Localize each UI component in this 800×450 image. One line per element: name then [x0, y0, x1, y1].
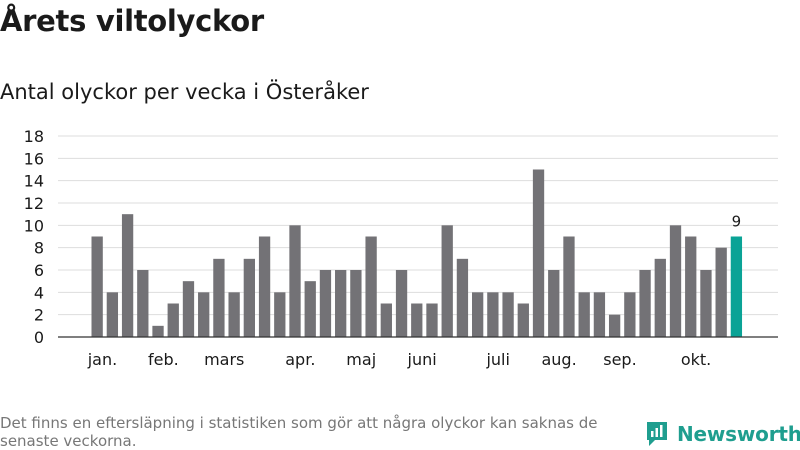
bar: [350, 270, 362, 337]
x-tick-label: aug.: [541, 350, 576, 369]
bar: [198, 292, 210, 337]
bar: [182, 281, 195, 337]
bar: [730, 236, 743, 337]
y-tick-label: 14: [24, 172, 44, 191]
bar: [380, 303, 392, 337]
brand-name: Newsworthy: [677, 422, 800, 446]
x-tick-label: feb.: [148, 350, 179, 369]
bar: [152, 325, 164, 337]
bar: [441, 225, 453, 337]
y-tick-label: 12: [24, 194, 44, 213]
y-tick-label: 0: [34, 328, 44, 347]
bar: [669, 225, 682, 337]
bar: [517, 303, 529, 337]
bar-chart: 0 2 4 6 8 10 12 14 16 18 jan. feb. mars apr. maj juni ju…: [24, 127, 778, 369]
y-tick-label: 8: [34, 239, 44, 258]
bar: [335, 270, 347, 337]
y-tick-label: 4: [34, 283, 44, 302]
bar: [593, 292, 606, 337]
bar: [274, 292, 286, 337]
bar: [289, 225, 301, 337]
y-tick-label: 18: [24, 127, 44, 146]
bar: [213, 258, 225, 337]
x-tick-label: sep.: [603, 350, 636, 369]
chart-subtitle: Antal olyckor per vecka i Österåker: [0, 80, 369, 104]
bar: [91, 236, 103, 337]
bar: [624, 292, 636, 337]
bar: [365, 236, 377, 337]
bar: [715, 247, 727, 337]
bar: [639, 270, 651, 337]
bar: [228, 292, 240, 337]
bar: [456, 258, 469, 337]
brand-logo: Newsworthy: [645, 420, 800, 448]
bar: [106, 292, 119, 337]
bar: [472, 292, 484, 337]
bar: [319, 270, 332, 337]
bar: [426, 303, 438, 337]
x-tick-label: apr.: [285, 350, 315, 369]
bar: [532, 169, 545, 337]
footnote: Det finns en eftersläpning i statistiken…: [0, 414, 598, 450]
x-tick-label: juni: [407, 350, 437, 369]
bar: [502, 292, 514, 337]
x-tick-label: juli: [485, 350, 509, 369]
bar: [243, 258, 255, 337]
x-tick-label: mars: [204, 350, 244, 369]
bar: [700, 270, 712, 337]
y-tick-label: 6: [34, 261, 44, 280]
bar: [411, 303, 423, 337]
bar: [258, 236, 271, 337]
bar: [563, 236, 575, 337]
page-title: Årets viltolyckor: [0, 4, 264, 38]
bar: [121, 214, 134, 337]
y-tick-label: 16: [24, 149, 44, 168]
bar: [548, 270, 560, 337]
x-tick-label: jan.: [87, 350, 117, 369]
bar: [395, 270, 408, 337]
x-tick-label: okt.: [681, 350, 711, 369]
bar: [137, 270, 149, 337]
bar: [487, 292, 499, 337]
bar: [304, 281, 316, 337]
bar: [654, 258, 666, 337]
y-tick-label: 2: [34, 306, 44, 325]
bar: [685, 236, 697, 337]
bar: [578, 292, 590, 337]
bar: [167, 303, 179, 337]
bar: [608, 314, 621, 337]
newsworthy-logo-icon: [647, 422, 667, 446]
x-tick-label: maj: [346, 350, 376, 369]
data-label: 9: [732, 213, 742, 231]
y-tick-label: 10: [24, 216, 44, 235]
